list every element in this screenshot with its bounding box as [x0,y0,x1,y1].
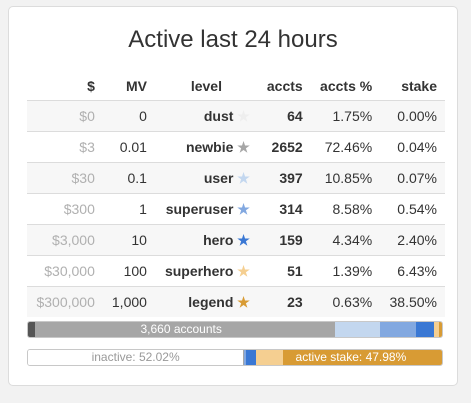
cell-level: superuser ★ [154,193,258,225]
cell-stake: 0.07% [380,162,445,194]
cell-mv: 1 [102,193,155,225]
accounts-bar-segment-legend [439,322,442,337]
star-icon: ★ [237,107,250,124]
cell-accts: 159 [257,224,311,256]
level-name: user [203,169,234,186]
cell-accts: 51 [257,255,311,287]
level-table: $ MV level accts accts % stake $0 0 dust… [27,71,445,317]
star-icon: ★ [237,200,250,217]
table-row: $0 0 dust ★ 64 1.75% 0.00% [27,100,445,132]
star-icon: ★ [237,293,250,310]
level-name: dust [203,107,234,124]
accounts-bar-label: 3,660 accounts [140,322,222,336]
level-name: hero [203,231,234,248]
table-row: $3,000 10 hero ★ 159 4.34% 2.40% [27,224,445,256]
cell-stake: 2.40% [380,224,445,256]
stake-bar-segment-inactive [28,350,244,365]
cell-dollar: $300 [27,193,103,225]
accounts-bar: 3,660 accounts [27,321,443,338]
cell-accts-pct: 72.46% [310,131,381,163]
cell-level: user ★ [154,162,258,194]
stake-bar: inactive: 52.02% active stake: 47.98% [27,349,443,366]
cell-accts: 23 [257,286,311,317]
level-name: superhero [164,262,234,279]
cell-accts-pct: 1.39% [310,255,381,287]
cell-mv: 1,000 [102,286,155,317]
col-header-dollar: $ [87,77,95,94]
cell-dollar: $0 [27,100,103,132]
accounts-bar-segment-dust [28,322,36,337]
cell-mv: 0 [102,100,155,132]
cell-accts: 64 [257,100,311,132]
cell-level: dust ★ [154,100,258,132]
table-row: $30 0.1 user ★ 397 10.85% 0.07% [27,162,445,194]
cell-accts: 397 [257,162,311,194]
cell-accts-pct: 8.58% [310,193,381,225]
cell-accts-pct: 0.63% [310,286,381,317]
cell-stake: 6.43% [380,255,445,287]
cell-level: legend ★ [154,286,258,317]
level-name: newbie [185,138,234,155]
cell-level: superhero ★ [154,255,258,287]
cell-stake: 0.04% [380,131,445,163]
col-header-accts: accts [266,77,303,94]
cell-stake: 0.54% [380,193,445,225]
cell-accts: 314 [257,193,311,225]
cell-dollar: $300,000 [27,286,103,317]
cell-dollar: $30,000 [27,255,103,287]
cell-accts-pct: 1.75% [310,100,381,132]
star-icon: ★ [237,169,250,186]
col-header-level: level [190,77,222,94]
cell-dollar: $3 [27,131,103,163]
star-icon: ★ [237,262,250,279]
cell-dollar: $30 [27,162,103,194]
accounts-bar-segment-superuser [380,322,416,337]
accounts-bar-segment-superhero [433,322,440,337]
cell-stake: 0.00% [380,100,445,132]
accounts-bar-segment-hero [415,322,434,337]
cell-mv: 100 [102,255,155,287]
cell-mv: 0.1 [102,162,155,194]
card-title: Active last 24 hours [128,26,338,53]
col-header-mv: MV [125,77,147,94]
accounts-bar-segment-user [335,322,381,337]
stats-card: Active last 24 hours $ MV level accts ac… [8,6,458,386]
stake-bar-segment-legend [282,350,442,365]
cell-dollar: $3,000 [27,224,103,256]
cell-accts-pct: 10.85% [310,162,381,194]
col-header-stake: stake [401,77,437,94]
table-row: $3 0.01 newbie ★ 2652 72.46% 0.04% [27,131,445,163]
stake-bar-segment-superuser [243,350,247,365]
star-icon: ★ [237,138,250,155]
level-name: legend [188,293,234,310]
stake-bar-segment-hero [246,350,256,365]
stake-bar-active-label: active stake: 47.98% [295,350,407,364]
cell-mv: 10 [102,224,155,256]
cell-accts-pct: 4.34% [310,224,381,256]
cell-level: newbie ★ [154,131,258,163]
cell-level: hero ★ [154,224,258,256]
stake-bar-segment-superhero [255,350,283,365]
cell-mv: 0.01 [102,131,155,163]
level-name: superuser [165,200,234,217]
stake-bar-inactive-label: inactive: 52.02% [91,350,180,364]
table-header-row: $ MV level accts accts % stake [27,71,445,101]
table-row: $30,000 100 superhero ★ 51 1.39% 6.43% [27,255,445,287]
cell-accts: 2652 [257,131,311,163]
table-row: $300,000 1,000 legend ★ 23 0.63% 38.50% [27,286,445,317]
star-icon: ★ [237,231,250,248]
cell-stake: 38.50% [380,286,445,317]
accounts-bar-segment-newbie [35,322,336,337]
col-header-accts-pct: accts % [320,77,373,94]
table-row: $300 1 superuser ★ 314 8.58% 0.54% [27,193,445,225]
